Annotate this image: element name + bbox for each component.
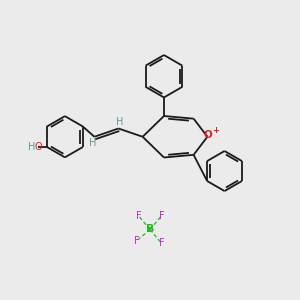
Text: B: B [146, 224, 154, 235]
Text: O: O [34, 142, 42, 152]
Text: +: + [212, 126, 219, 135]
Text: H: H [89, 138, 97, 148]
Text: F: F [136, 211, 142, 221]
Text: O: O [204, 130, 212, 140]
Text: F: F [158, 211, 164, 221]
Text: H: H [116, 117, 124, 127]
Text: F: F [134, 236, 139, 246]
Text: F: F [158, 238, 164, 248]
Text: H: H [28, 142, 36, 152]
